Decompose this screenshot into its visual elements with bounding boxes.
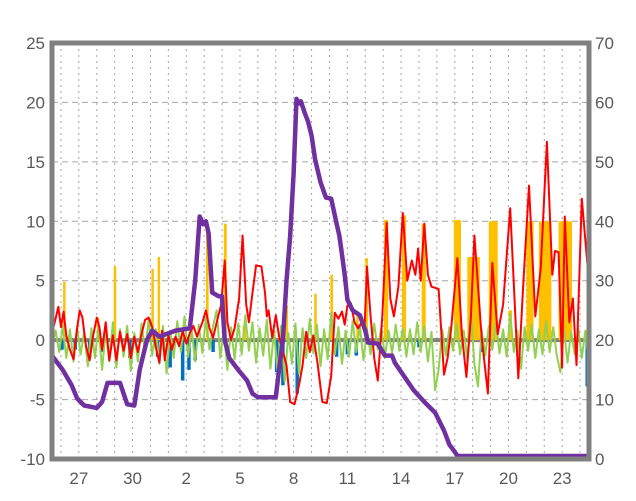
left-axis-tick-label: -5 [30, 391, 45, 410]
left-axis-tick-label: -10 [20, 450, 45, 469]
x-axis-tick-label: 14 [392, 469, 411, 488]
left-axis-tick-label: 15 [26, 153, 45, 172]
left-axis-tick-label: 0 [36, 331, 45, 350]
left-axis-tick-label: 5 [36, 272, 45, 291]
right-axis-tick-label: 30 [595, 272, 614, 291]
x-axis-tick-label: 30 [123, 469, 142, 488]
x-axis-tick-label: 8 [289, 469, 298, 488]
right-axis-tick-label: 10 [595, 391, 614, 410]
right-axis-tick-label: 50 [595, 153, 614, 172]
right-axis-tick-label: 70 [595, 34, 614, 53]
plot-series [52, 96, 589, 459]
right-axis-tick-label: 40 [595, 212, 614, 231]
x-axis-tick-label: 17 [445, 469, 464, 488]
x-axis-tick-label: 5 [235, 469, 244, 488]
snow-depth-purple [52, 96, 589, 459]
right-axis-tick-label: 60 [595, 93, 614, 112]
x-axis-tick-label: 11 [339, 469, 357, 488]
plot-frame [49, 40, 592, 462]
left-axis-tick-label: 20 [26, 93, 45, 112]
right-axis-tick-label: 20 [595, 331, 614, 350]
x-axis-tick-label: 23 [553, 469, 572, 488]
green-line [52, 309, 589, 392]
x-axis-tick-label: 20 [499, 469, 518, 488]
left-axis-tick-label: 10 [26, 212, 45, 231]
x-axis-tick-label: 2 [182, 469, 191, 488]
red-line [52, 140, 589, 406]
left-axis-tick-label: 25 [26, 34, 45, 53]
x-axis-tick-label: 27 [69, 469, 88, 488]
right-axis-tick-label: 0 [595, 450, 604, 469]
